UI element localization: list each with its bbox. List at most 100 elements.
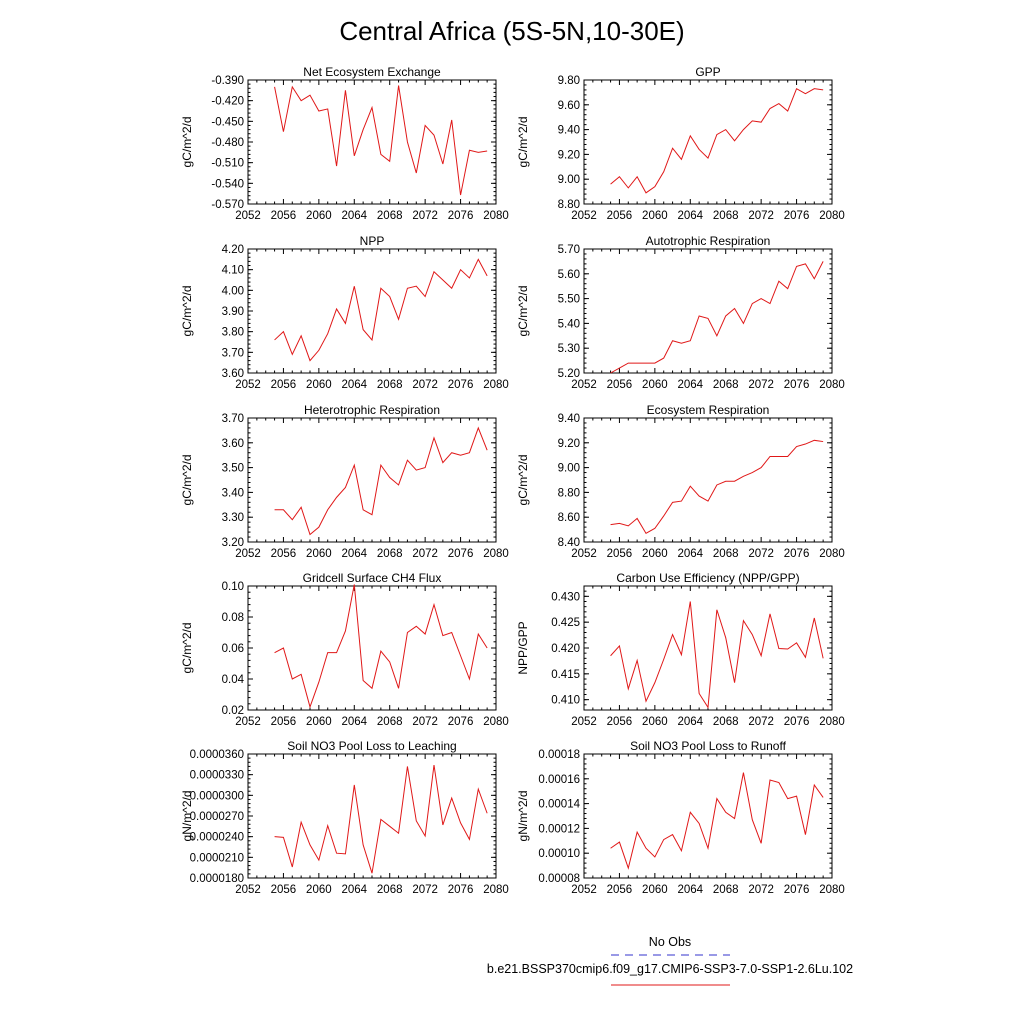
x-tick-label: 2064: [341, 884, 367, 896]
y-tick-label: 5.20: [558, 368, 580, 380]
x-tick-label: 2056: [607, 210, 633, 222]
series-line-1: [274, 258, 488, 362]
y-axis-label: gC/m^2/d: [180, 455, 194, 506]
x-tick-label: 2056: [271, 884, 297, 896]
y-tick-label: 9.60: [558, 100, 580, 112]
chart-panel-10: Soil NO3 Pool Loss to Runoff gN/m^2/d 2052…: [516, 739, 845, 896]
x-tick-label: 2068: [713, 884, 739, 896]
x-tick-label: 2052: [235, 379, 261, 391]
x-tick-label: 2060: [306, 210, 332, 222]
x-tick-label: 2056: [607, 884, 633, 896]
x-tick-label: 2068: [377, 210, 403, 222]
legend-obs-label: No Obs: [649, 935, 691, 949]
chart-panel-9: Soil NO3 Pool Loss to Leaching gN/m^2/d 20…: [180, 739, 509, 896]
chart-panel-8: Carbon Use Efficiency (NPP/GPP) NPP/GPP 20…: [516, 571, 845, 728]
x-tick-label: 2052: [571, 548, 597, 560]
x-tick-label: 2068: [377, 884, 403, 896]
y-tick-label: 0.02: [222, 705, 244, 717]
x-tick-label: 2056: [271, 379, 297, 391]
y-tick-label: 9.40: [558, 413, 580, 425]
y-tick-label: 0.415: [551, 669, 580, 681]
x-tick-label: 2060: [642, 884, 668, 896]
x-tick-label: 2056: [271, 210, 297, 222]
y-tick-label: 9.00: [558, 463, 580, 475]
x-tick-label: 2072: [412, 210, 438, 222]
y-tick-label: 3.60: [222, 368, 244, 380]
series-line-1: [610, 772, 824, 870]
y-tick-label: -0.510: [211, 158, 244, 170]
y-tick-label: 0.08: [222, 612, 244, 624]
series-line-1: [274, 584, 488, 709]
y-tick-label: -0.540: [211, 178, 244, 190]
x-tick-label: 2064: [341, 548, 367, 560]
x-tick-label: 2080: [819, 379, 845, 391]
y-axis-label: gN/m^2/d: [180, 791, 194, 842]
chart-panel-4: Autotrophic Respiration gC/m^2/d 2052 2056 2…: [516, 234, 845, 391]
y-tick-label: 4.10: [222, 265, 244, 277]
x-tick-label: 2064: [677, 379, 703, 391]
x-tick-label: 2072: [748, 210, 774, 222]
y-tick-label: 8.40: [558, 537, 580, 549]
x-tick-label: 2060: [642, 210, 668, 222]
y-axis-label: gC/m^2/d: [180, 286, 194, 337]
x-tick-label: 2064: [341, 379, 367, 391]
x-tick-label: 2056: [607, 379, 633, 391]
x-tick-label: 2080: [819, 716, 845, 728]
y-tick-label: -0.480: [211, 137, 244, 149]
x-tick-label: 2068: [713, 548, 739, 560]
y-tick-label: -0.570: [211, 199, 244, 211]
y-tick-label: 4.00: [222, 285, 244, 297]
chart-panel-1: Net Ecosystem Exchange gC/m^2/d 2052 2056 20…: [180, 65, 509, 222]
plot-frame: [247, 79, 497, 205]
x-tick-label: 2060: [642, 548, 668, 560]
chart-title: Carbon Use Efficiency (NPP/GPP): [616, 571, 799, 585]
x-tick-label: 2076: [448, 210, 474, 222]
x-tick-label: 2068: [377, 716, 403, 728]
y-axis-label: gN/m^2/d: [516, 791, 530, 842]
x-tick-label: 2076: [784, 379, 810, 391]
x-tick-label: 2080: [483, 884, 509, 896]
x-tick-label: 2060: [306, 884, 332, 896]
x-tick-label: 2052: [571, 210, 597, 222]
chart-title: Autotrophic Respiration: [646, 234, 771, 248]
chart-panel-3: NPP gC/m^2/d 2052 2056 2060 2064 2068 2072 2076 2…: [180, 234, 509, 391]
x-tick-label: 2060: [306, 548, 332, 560]
y-tick-label: 0.00008: [538, 873, 580, 885]
y-tick-label: -0.450: [211, 116, 244, 128]
chart-title: NPP: [360, 234, 385, 248]
x-tick-label: 2080: [819, 548, 845, 560]
y-tick-label: 0.0000240: [190, 832, 244, 844]
series-line-1: [274, 426, 488, 536]
x-tick-label: 2080: [483, 548, 509, 560]
x-tick-label: 2052: [571, 884, 597, 896]
y-tick-label: 3.40: [222, 487, 244, 499]
x-tick-label: 2072: [412, 548, 438, 560]
x-tick-label: 2056: [271, 548, 297, 560]
y-tick-label: 9.00: [558, 174, 580, 186]
y-axis-label: gC/m^2/d: [516, 455, 530, 506]
y-axis-label: NPP/GPP: [516, 621, 530, 674]
x-tick-label: 2076: [448, 548, 474, 560]
x-tick-label: 2072: [412, 884, 438, 896]
plot-frame: [583, 248, 833, 374]
chart-title: Heterotrophic Respiration: [304, 403, 440, 417]
chart-panel-5: Heterotrophic Respiration gC/m^2/d 2052 205…: [180, 403, 509, 560]
chart-title: Ecosystem Respiration: [647, 403, 770, 417]
x-tick-label: 2064: [677, 210, 703, 222]
x-tick-label: 2076: [448, 379, 474, 391]
series-line-1: [274, 85, 488, 196]
legend: No Obs b.e21.BSSP370cmip6.f09_g17.CMIP6-…: [487, 935, 853, 986]
series-line-1: [610, 601, 824, 709]
x-tick-label: 2080: [483, 210, 509, 222]
y-tick-label: 4.20: [222, 244, 244, 256]
x-tick-label: 2076: [784, 548, 810, 560]
page-title: Central Africa (5S-5N,10-30E): [339, 16, 684, 46]
y-tick-label: 0.420: [551, 643, 580, 655]
y-tick-label: 3.80: [222, 327, 244, 339]
x-tick-label: 2068: [713, 716, 739, 728]
x-tick-label: 2064: [677, 884, 703, 896]
x-tick-label: 2064: [341, 210, 367, 222]
y-tick-label: 3.90: [222, 306, 244, 318]
plot-frame: [583, 753, 833, 879]
